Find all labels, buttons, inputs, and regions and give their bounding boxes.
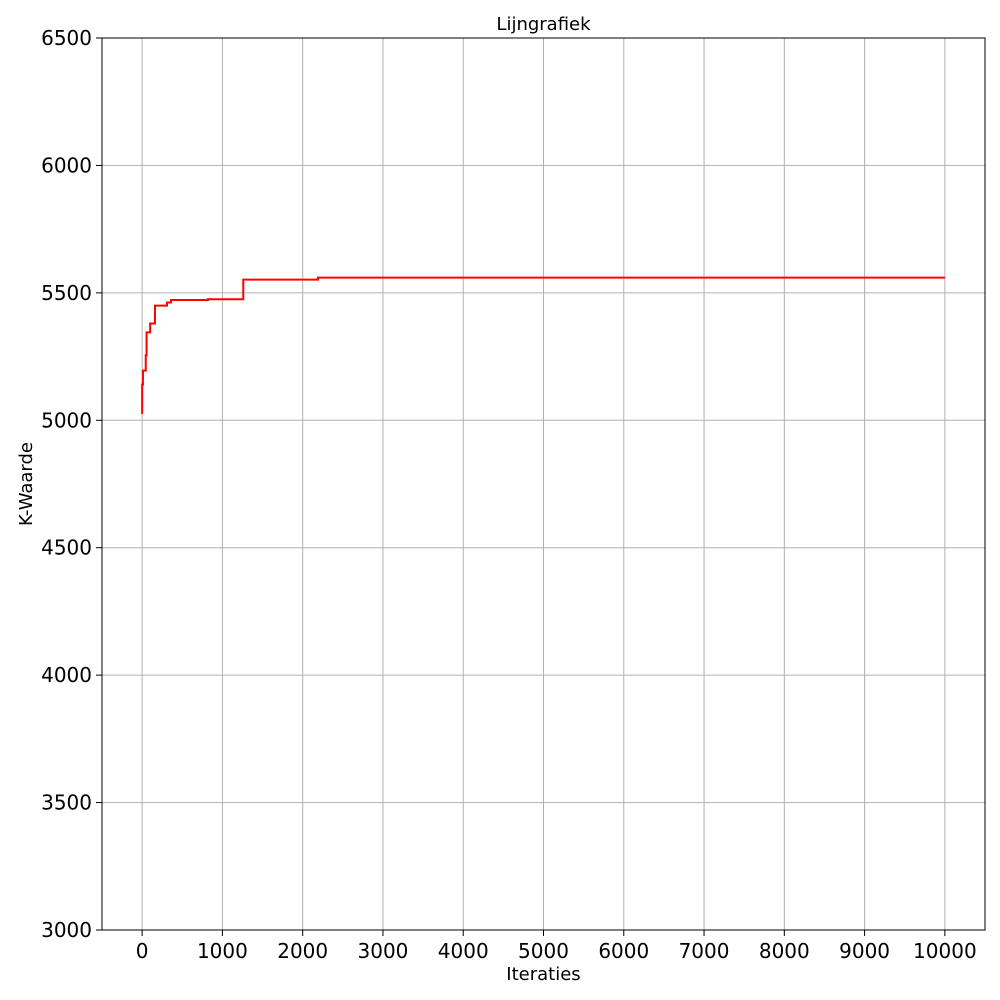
y-tick-label: 3500: [41, 791, 92, 815]
x-tick-label: 5000: [518, 939, 569, 963]
y-tick-label: 4000: [41, 663, 92, 687]
x-tick-label: 2000: [277, 939, 328, 963]
x-tick-label: 0: [136, 939, 149, 963]
chart-title: Lijngrafiek: [496, 14, 591, 35]
x-tick-label: 10000: [913, 939, 977, 963]
y-tick-label: 5500: [41, 281, 92, 305]
x-tick-label: 8000: [759, 939, 810, 963]
x-tick-label: 4000: [438, 939, 489, 963]
tick-layer: 0 1000 2000 3000 4000 5000 6000 7000 8000 9000 100…: [41, 26, 977, 963]
y-tick-label: 3000: [41, 918, 92, 942]
y-tick-label: 6000: [41, 153, 92, 177]
x-tick-label: 9000: [839, 939, 890, 963]
x-tick-label: 1000: [197, 939, 248, 963]
y-tick-label: 4500: [41, 536, 92, 560]
y-axis-title: K-Waarde: [16, 442, 37, 526]
x-axis-title: Iteraties: [506, 964, 580, 985]
series-line: [141, 276, 945, 414]
y-tick-label: 6500: [41, 26, 92, 50]
y-tick-label: 5000: [41, 408, 92, 432]
x-tick-label: 3000: [358, 939, 409, 963]
grid-layer: [102, 37, 985, 931]
x-tick-label: 7000: [679, 939, 730, 963]
series-layer: [141, 276, 945, 414]
x-tick-label: 6000: [598, 939, 649, 963]
